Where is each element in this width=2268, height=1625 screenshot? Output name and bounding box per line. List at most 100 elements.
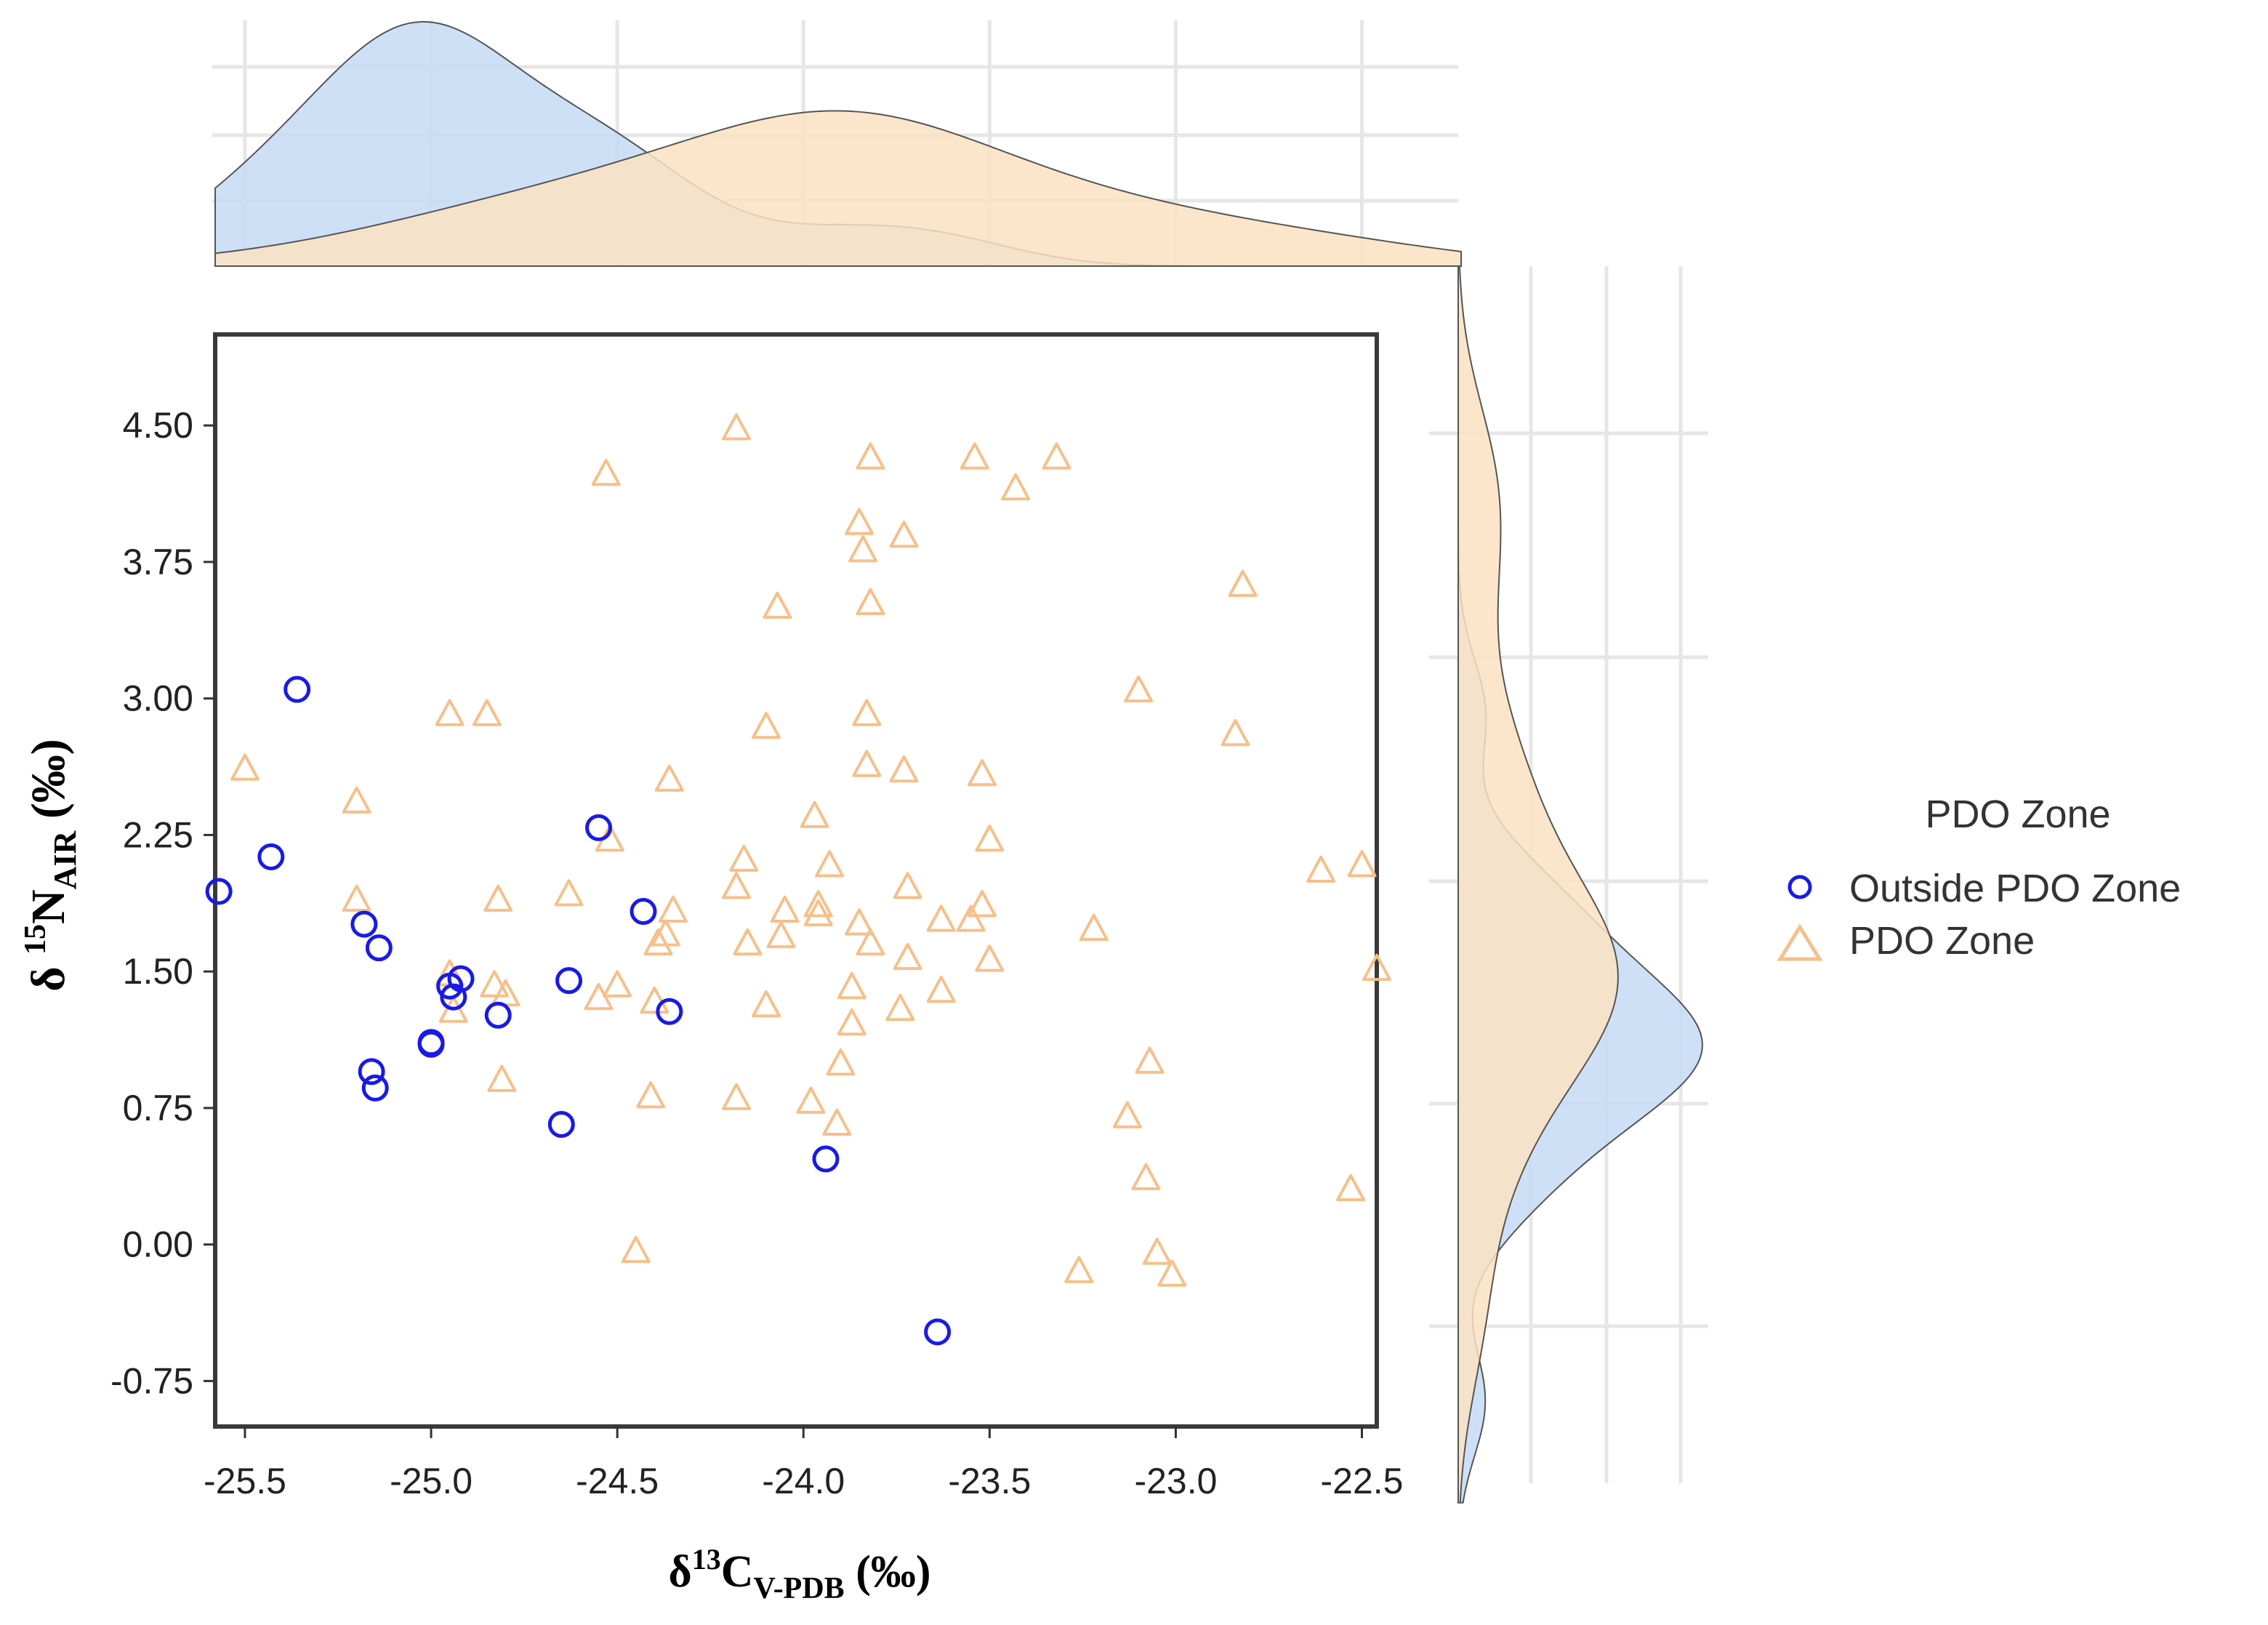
outside-pdo-point [350,910,378,938]
outside-pdo-point [417,1030,445,1058]
pdo-zone-point [230,753,260,781]
pdo-zone-point [968,759,997,787]
pdo-zone-y-density [1457,265,1619,1504]
pdo-zone-point [803,899,833,927]
pdo-zone-point [722,1083,752,1110]
pdo-zone-point [968,890,997,918]
pdo-zone-point [796,1086,826,1114]
x-tick-label: -24.0 [762,1461,845,1501]
x-tick-label: -25.0 [390,1461,472,1501]
pdo-zone-point [584,982,614,1011]
pdo-zone-point [643,928,673,956]
pdo-zone-point [856,587,885,615]
outside-pdo-point [484,1001,512,1029]
legend-marker-pdo [1777,923,1823,961]
pdo-zone-point [1336,1173,1366,1202]
pdo-zone-point [729,844,759,872]
pdo-zone-point [837,1008,866,1036]
outside-pdo-point [924,1318,952,1346]
pdo-zone-point [621,1235,651,1264]
y-tick-label: 3.75 [123,542,193,582]
outside-pdo-point [358,1058,385,1086]
x-tick-label: -22.5 [1321,1461,1404,1501]
outside-pdo-point [630,898,657,926]
pdo-zone-point [837,971,866,1000]
pdo-zone-point [956,904,986,932]
pdo-zone-point [1131,1163,1161,1191]
pdo-zone-point [1079,913,1109,942]
y-tick-label: 2.25 [123,814,193,855]
scatter-points [205,413,1391,1346]
outside-pdo-point [547,1110,575,1138]
x-tick-label: -23.5 [948,1461,1031,1501]
y-axis-title: δ 15NAIR (‰) [19,739,83,992]
pdo-zone-point [800,801,829,828]
main-scatter-panel: -0.750.000.751.502.253.003.754.50 -25.5-… [110,332,1404,1501]
pdo-zone-point [763,591,792,619]
pdo-zone-point [845,908,874,936]
pdo-zone-point [435,699,465,726]
pdo-zone-point [856,928,885,956]
pdo-zone-x-density [214,110,1462,267]
pdo-zone-point [1124,675,1154,703]
pdo-zone-point [766,920,796,949]
pdo-zone-point [893,872,922,899]
pdo-zone-point [658,895,688,923]
y-axis: -0.75 0.00 0.75 1.50 2.25 3.00 3.75 4.50 [110,405,215,1401]
right-marginal-density [1429,265,1708,1504]
pdo-zone-point [591,458,621,486]
pdo-zone-point [1221,718,1250,747]
x-tick-label: -24.5 [576,1461,659,1501]
x-tick-label: -25.5 [204,1461,286,1501]
pdo-zone-point [438,995,468,1023]
pdo-zone-point [1347,850,1377,878]
pdo-zone-point [1064,1256,1094,1283]
pdo-zone-point [1306,855,1336,883]
pdo-zone-point [722,872,752,899]
legend-marker-outside-pdo [1788,875,1812,899]
outside-pdo-point [365,934,393,962]
y-tick-label: 1.50 [123,951,193,992]
plot-frame [213,332,1379,1429]
x-axis: -25.5 -25.0 -24.5 -24.0 -23.5 -23.0 -22.5 [204,1427,1404,1501]
pdo-zone-point [1001,473,1031,501]
pdo-zone-point [554,879,584,907]
pdo-zone-point [342,786,371,814]
pdo-zone-point [926,975,956,1003]
pdo-zone-point [487,1064,517,1092]
outside-pdo-point [257,843,285,870]
outside-pdo-point [812,1145,840,1173]
pdo-zone-point [960,442,989,470]
pdo-zone-point [975,944,1005,972]
pdo-zone-point [803,890,833,918]
pdo-zone-point [975,824,1005,852]
y-tick-label: 4.50 [123,405,193,446]
pdo-zone-point [472,699,502,726]
pdo-zone-point [1042,442,1071,470]
outside-pdo-point [447,965,475,992]
pdo-zone-point [654,764,684,792]
pdo-zone-point [1228,569,1258,597]
pdo-zone-point [752,990,781,1018]
pdo-zone-point [852,750,882,777]
pdo-zone-point [342,884,371,912]
outside-pdo-point [555,967,583,995]
pdo-zone-point [1112,1101,1142,1128]
legend-label-pdo: PDO Zone [1849,919,2035,963]
y-tick-label: 0.75 [123,1088,193,1128]
pdo-zone-point [856,442,885,470]
pdo-zone-point [770,895,800,923]
pdo-zone-point [722,413,752,441]
legend: PDO Zone Outside PDO Zone PDO Zone [1777,793,2181,963]
pdo-zone-point [815,850,845,878]
x-axis-title: δ13CV-PDB (‰) [669,1543,931,1605]
y-tick-label: 0.00 [123,1224,193,1265]
y-tick-label: 3.00 [123,678,193,719]
x-tick-label: -23.0 [1134,1461,1217,1501]
outside-pdo-point [361,1074,389,1102]
pdo-zone-point [752,711,781,739]
pdo-zone-point [480,970,510,998]
pdo-zone-point [1157,1259,1187,1287]
